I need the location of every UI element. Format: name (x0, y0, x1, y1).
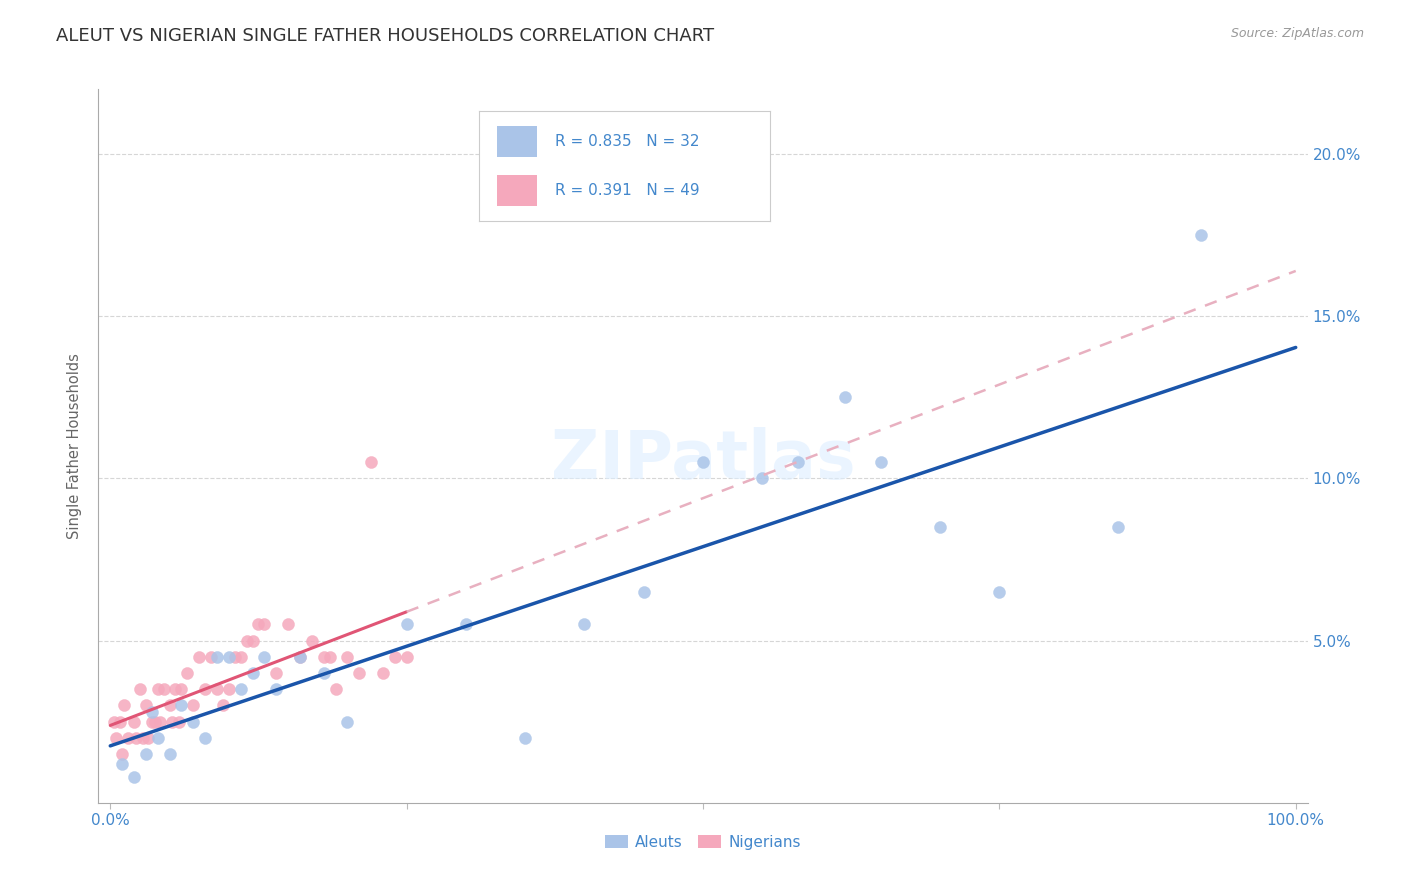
Point (135, 698, 157, 713)
Point (117, 731, 139, 745)
Point (141, 714, 163, 729)
Legend: Aleuts, Nigerians: Aleuts, Nigerians (599, 829, 807, 855)
Text: ALEUT VS NIGERIAN SINGLE FATHER HOUSEHOLDS CORRELATION CHART: ALEUT VS NIGERIAN SINGLE FATHER HOUSEHOL… (56, 27, 714, 45)
Point (229, 649, 252, 664)
Point (205, 649, 228, 664)
Point (114, 698, 136, 713)
Point (122, 770, 145, 784)
Point (218, 649, 240, 664)
Point (143, 714, 166, 729)
Point (159, 698, 181, 713)
Point (212, 698, 235, 713)
Point (312, 649, 335, 664)
Point (152, 682, 174, 697)
Point (111, 747, 134, 761)
Point (181, 714, 204, 729)
Point (205, 682, 228, 697)
Point (395, 649, 418, 664)
Point (218, 682, 240, 697)
Point (229, 682, 252, 697)
Point (111, 756, 134, 771)
Point (170, 698, 193, 713)
Point (188, 649, 211, 664)
Point (264, 682, 287, 697)
Point (181, 698, 204, 713)
Point (135, 747, 157, 761)
Point (395, 617, 418, 632)
Point (988, 585, 1011, 599)
Point (633, 585, 655, 599)
Point (325, 682, 347, 697)
Point (194, 682, 217, 697)
Point (454, 617, 477, 632)
Y-axis label: Single Father Households: Single Father Households (67, 353, 83, 539)
Text: ZIPatlas: ZIPatlas (551, 427, 855, 493)
Point (288, 649, 311, 664)
Point (288, 649, 311, 664)
Point (1107, 520, 1129, 534)
Point (132, 731, 155, 745)
Point (103, 714, 125, 729)
Point (200, 649, 222, 664)
Point (122, 714, 145, 729)
Point (312, 666, 335, 681)
Point (105, 731, 128, 745)
Point (242, 633, 264, 648)
Point (336, 649, 359, 664)
Text: Source: ZipAtlas.com: Source: ZipAtlas.com (1230, 27, 1364, 40)
Point (869, 455, 891, 469)
Point (692, 455, 714, 469)
Point (574, 617, 596, 632)
Point (224, 649, 246, 664)
Point (146, 731, 169, 745)
Point (929, 520, 952, 534)
Point (515, 731, 537, 745)
Point (165, 682, 187, 697)
Point (253, 649, 276, 664)
Point (751, 471, 773, 485)
Point (318, 649, 340, 664)
Point (786, 455, 808, 469)
Point (253, 617, 276, 632)
Point (371, 666, 394, 681)
Point (336, 714, 359, 729)
Point (834, 390, 856, 404)
Point (149, 714, 172, 729)
Point (125, 731, 148, 745)
Point (347, 666, 370, 681)
Point (360, 455, 382, 469)
Point (384, 649, 406, 664)
Point (160, 714, 183, 729)
Point (141, 705, 163, 719)
Point (194, 731, 217, 745)
Point (277, 617, 299, 632)
Point (301, 633, 323, 648)
Point (108, 714, 131, 729)
Point (264, 666, 287, 681)
Point (247, 617, 270, 632)
Point (242, 666, 264, 681)
Point (235, 633, 257, 648)
Point (129, 682, 152, 697)
Point (170, 682, 193, 697)
Point (176, 666, 198, 681)
Point (146, 682, 169, 697)
Point (136, 731, 159, 745)
Point (159, 747, 181, 761)
Point (1189, 228, 1212, 243)
Point (167, 714, 190, 729)
